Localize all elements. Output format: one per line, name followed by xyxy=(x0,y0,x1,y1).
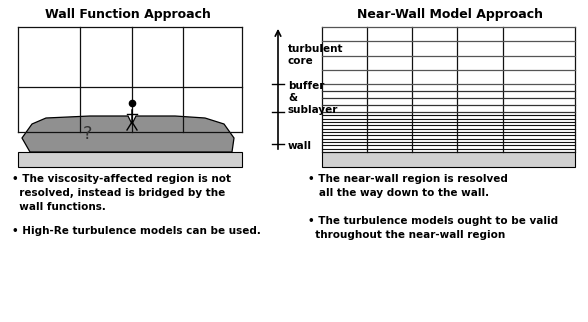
Bar xyxy=(18,152,242,167)
Text: Near-Wall Model Approach: Near-Wall Model Approach xyxy=(357,8,543,21)
Text: • The near-wall region is resolved
   all the way down to the wall.: • The near-wall region is resolved all t… xyxy=(308,174,508,198)
Text: ?: ? xyxy=(83,125,93,143)
Text: • High-Re turbulence models can be used.: • High-Re turbulence models can be used. xyxy=(12,226,261,236)
Text: buffer
&
sublayer: buffer & sublayer xyxy=(288,81,338,115)
Text: wall: wall xyxy=(288,141,312,151)
Text: • The turbulence models ought to be valid
  throughout the near-wall region: • The turbulence models ought to be vali… xyxy=(308,216,558,240)
Text: turbulent
core: turbulent core xyxy=(288,44,343,66)
Bar xyxy=(322,152,575,167)
Polygon shape xyxy=(22,116,234,152)
Text: • The viscosity-affected region is not
  resolved, instead is bridged by the
  w: • The viscosity-affected region is not r… xyxy=(12,174,231,212)
Text: Wall Function Approach: Wall Function Approach xyxy=(45,8,211,21)
